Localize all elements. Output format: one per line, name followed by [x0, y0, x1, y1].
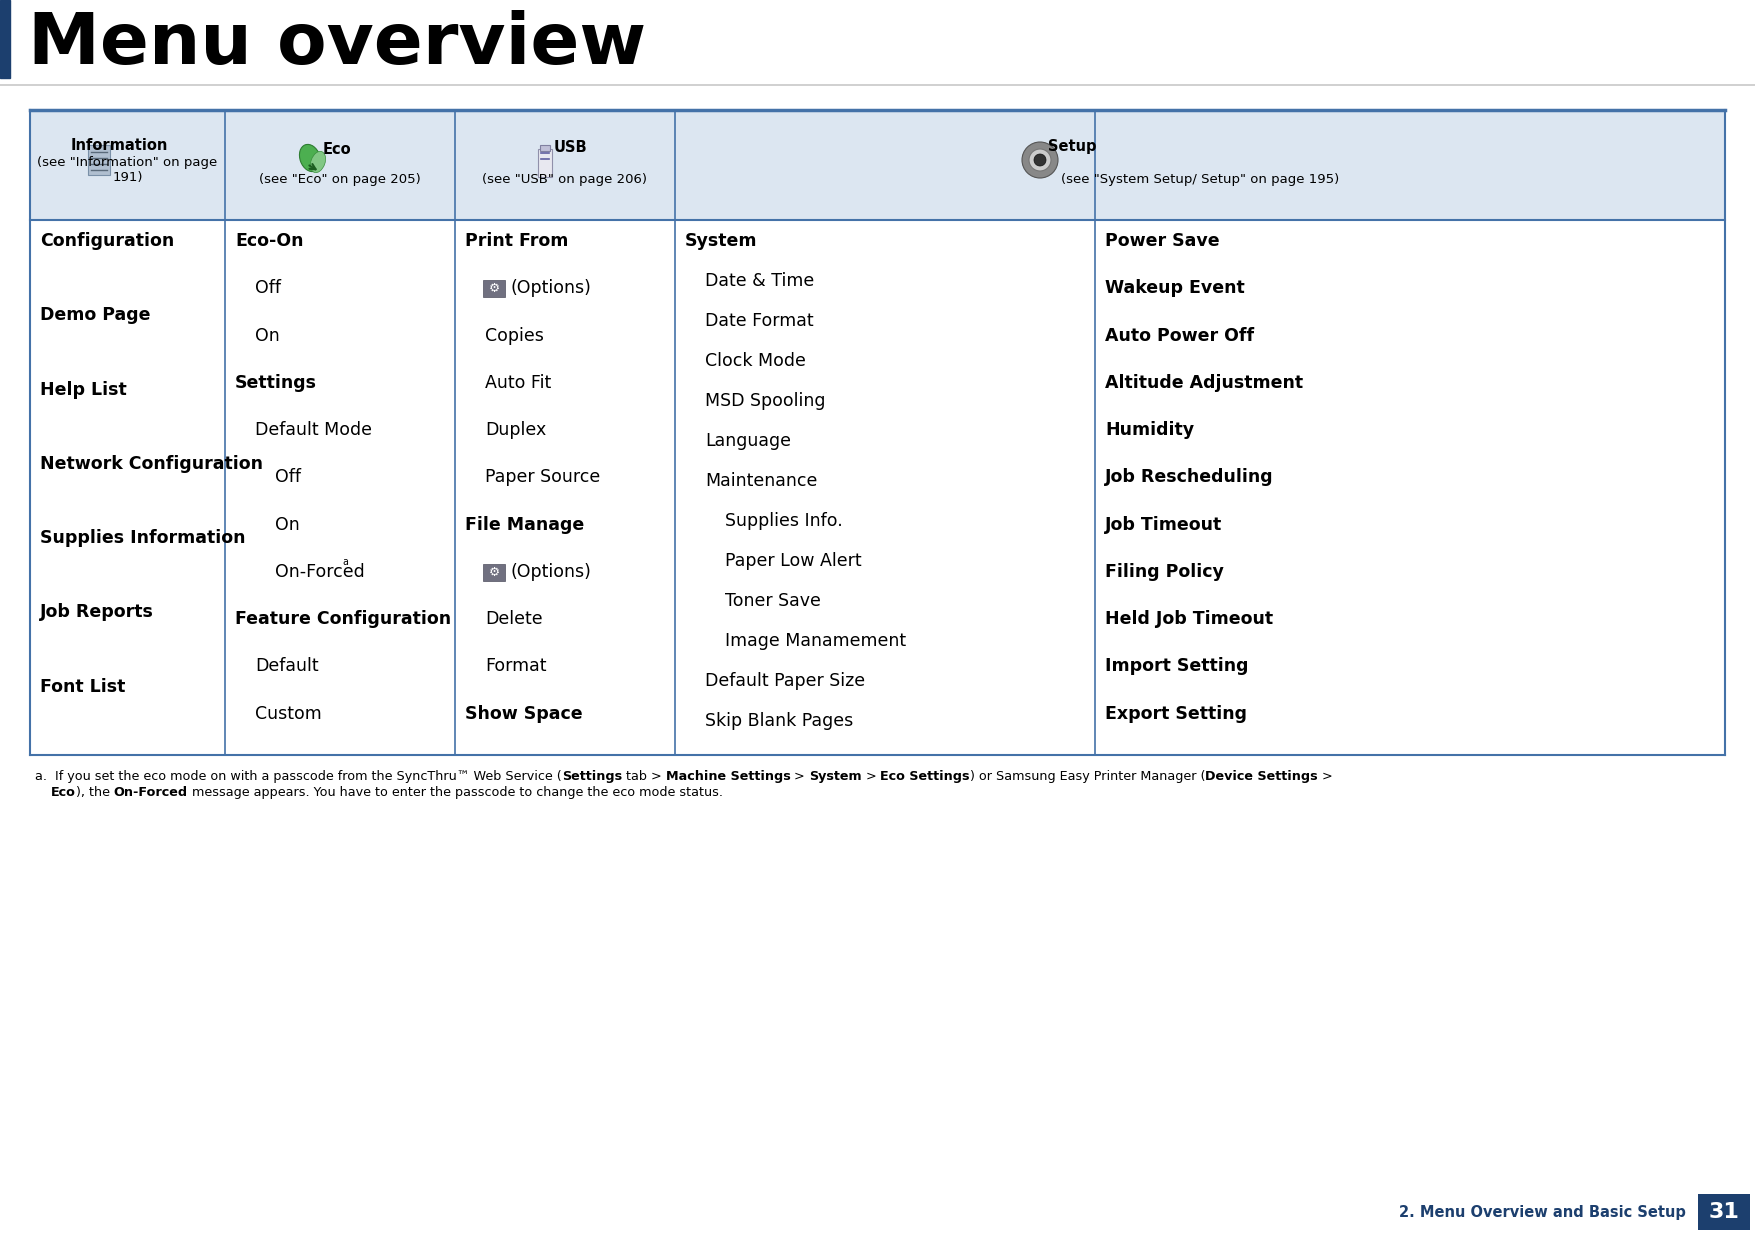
- Text: Auto Fit: Auto Fit: [484, 373, 551, 392]
- Text: Skip Blank Pages: Skip Blank Pages: [706, 712, 853, 730]
- Bar: [539, 149, 553, 177]
- Text: System: System: [809, 770, 862, 782]
- Bar: [541, 145, 549, 151]
- Text: Off: Off: [276, 469, 302, 486]
- Text: Default Paper Size: Default Paper Size: [706, 672, 865, 689]
- Text: Toner Save: Toner Save: [725, 591, 821, 610]
- Text: tab >: tab >: [621, 770, 665, 782]
- Text: Power Save: Power Save: [1106, 232, 1220, 250]
- Text: message appears. You have to enter the passcode to change the eco mode status.: message appears. You have to enter the p…: [188, 786, 723, 799]
- Text: Humidity: Humidity: [1106, 422, 1193, 439]
- Text: Held Job Timeout: Held Job Timeout: [1106, 610, 1272, 629]
- Bar: [483, 280, 505, 298]
- Text: Custom: Custom: [254, 704, 321, 723]
- Text: Copies: Copies: [484, 326, 544, 345]
- Text: Clock Mode: Clock Mode: [706, 352, 806, 370]
- Text: System: System: [684, 232, 758, 250]
- Text: Date & Time: Date & Time: [706, 272, 814, 290]
- Text: (Options): (Options): [511, 563, 591, 580]
- Text: ⚙: ⚙: [488, 283, 500, 295]
- Text: Job Rescheduling: Job Rescheduling: [1106, 469, 1274, 486]
- Text: Image Manamement: Image Manamement: [725, 632, 906, 650]
- Text: Device Settings: Device Settings: [1206, 770, 1318, 782]
- Bar: [30, 110, 1725, 219]
- Text: Eco Settings: Eco Settings: [881, 770, 971, 782]
- Bar: [1699, 1194, 1750, 1230]
- Text: a.  If you set the eco mode on with a passcode from the SyncThru™ Web Service (: a. If you set the eco mode on with a pas…: [35, 770, 562, 782]
- Text: Default: Default: [254, 657, 319, 676]
- Text: Menu overview: Menu overview: [28, 10, 646, 79]
- Text: ), the: ), the: [75, 786, 114, 799]
- Text: Configuration: Configuration: [40, 232, 174, 250]
- Text: On-Forced: On-Forced: [114, 786, 188, 799]
- Text: Auto Power Off: Auto Power Off: [1106, 326, 1255, 345]
- Text: Altitude Adjustment: Altitude Adjustment: [1106, 373, 1304, 392]
- Bar: [88, 145, 111, 175]
- Text: Settings: Settings: [235, 373, 318, 392]
- Text: Settings: Settings: [562, 770, 621, 782]
- Ellipse shape: [300, 144, 321, 171]
- Text: a: a: [342, 557, 349, 567]
- Text: Filing Policy: Filing Policy: [1106, 563, 1223, 580]
- Text: File Manage: File Manage: [465, 516, 584, 533]
- Text: Off: Off: [254, 279, 281, 298]
- Text: >: >: [790, 770, 809, 782]
- Text: Language: Language: [706, 432, 792, 450]
- Text: On: On: [276, 516, 300, 533]
- Text: Import Setting: Import Setting: [1106, 657, 1248, 676]
- Text: Default Mode: Default Mode: [254, 422, 372, 439]
- Text: Export Setting: Export Setting: [1106, 704, 1248, 723]
- Circle shape: [1034, 154, 1046, 166]
- Text: Help List: Help List: [40, 381, 126, 398]
- Text: 31: 31: [1709, 1202, 1739, 1221]
- Text: On-Forced: On-Forced: [276, 563, 365, 580]
- Text: Wakeup Event: Wakeup Event: [1106, 279, 1244, 298]
- Text: Show Space: Show Space: [465, 704, 583, 723]
- Text: Delete: Delete: [484, 610, 542, 629]
- Text: Supplies Information: Supplies Information: [40, 529, 246, 547]
- Text: Paper Low Alert: Paper Low Alert: [725, 552, 862, 570]
- Text: 2. Menu Overview and Basic Setup: 2. Menu Overview and Basic Setup: [1399, 1204, 1687, 1219]
- Text: USB: USB: [553, 140, 586, 155]
- Text: Demo Page: Demo Page: [40, 306, 151, 325]
- Text: Network Configuration: Network Configuration: [40, 455, 263, 472]
- Text: (Options): (Options): [511, 279, 591, 298]
- Text: Supplies Info.: Supplies Info.: [725, 512, 842, 529]
- Ellipse shape: [311, 151, 326, 172]
- Text: MSD Spooling: MSD Spooling: [706, 392, 825, 410]
- Circle shape: [1021, 143, 1058, 179]
- Text: Paper Source: Paper Source: [484, 469, 600, 486]
- Text: Job Reports: Job Reports: [40, 604, 154, 621]
- Text: Format: Format: [484, 657, 546, 676]
- Text: (see "System Setup/ Setup" on page 195): (see "System Setup/ Setup" on page 195): [1060, 174, 1339, 186]
- Text: Date Format: Date Format: [706, 312, 814, 330]
- Text: Eco: Eco: [51, 786, 75, 799]
- Text: Information: Information: [70, 138, 168, 153]
- Text: (see "Eco" on page 205): (see "Eco" on page 205): [260, 174, 421, 186]
- Bar: [0, 0, 11, 78]
- Text: Eco: Eco: [323, 143, 351, 157]
- Circle shape: [1028, 149, 1051, 171]
- Text: >: >: [1318, 770, 1332, 782]
- Text: Setup: Setup: [1048, 140, 1097, 155]
- Bar: [483, 564, 505, 580]
- Text: >: >: [862, 770, 881, 782]
- Text: Eco-On: Eco-On: [235, 232, 304, 250]
- Text: Maintenance: Maintenance: [706, 472, 818, 490]
- Text: On: On: [254, 326, 279, 345]
- Text: ⚙: ⚙: [488, 565, 500, 579]
- Text: (see "Information" on page
191): (see "Information" on page 191): [37, 156, 218, 184]
- Text: Duplex: Duplex: [484, 422, 546, 439]
- Text: Feature Configuration: Feature Configuration: [235, 610, 451, 629]
- Text: Job Timeout: Job Timeout: [1106, 516, 1221, 533]
- Text: Print From: Print From: [465, 232, 569, 250]
- Text: (see "USB" on page 206): (see "USB" on page 206): [483, 174, 648, 186]
- Text: Font List: Font List: [40, 678, 125, 696]
- Text: ) or Samsung Easy Printer Manager (: ) or Samsung Easy Printer Manager (: [971, 770, 1206, 782]
- Text: Machine Settings: Machine Settings: [665, 770, 790, 782]
